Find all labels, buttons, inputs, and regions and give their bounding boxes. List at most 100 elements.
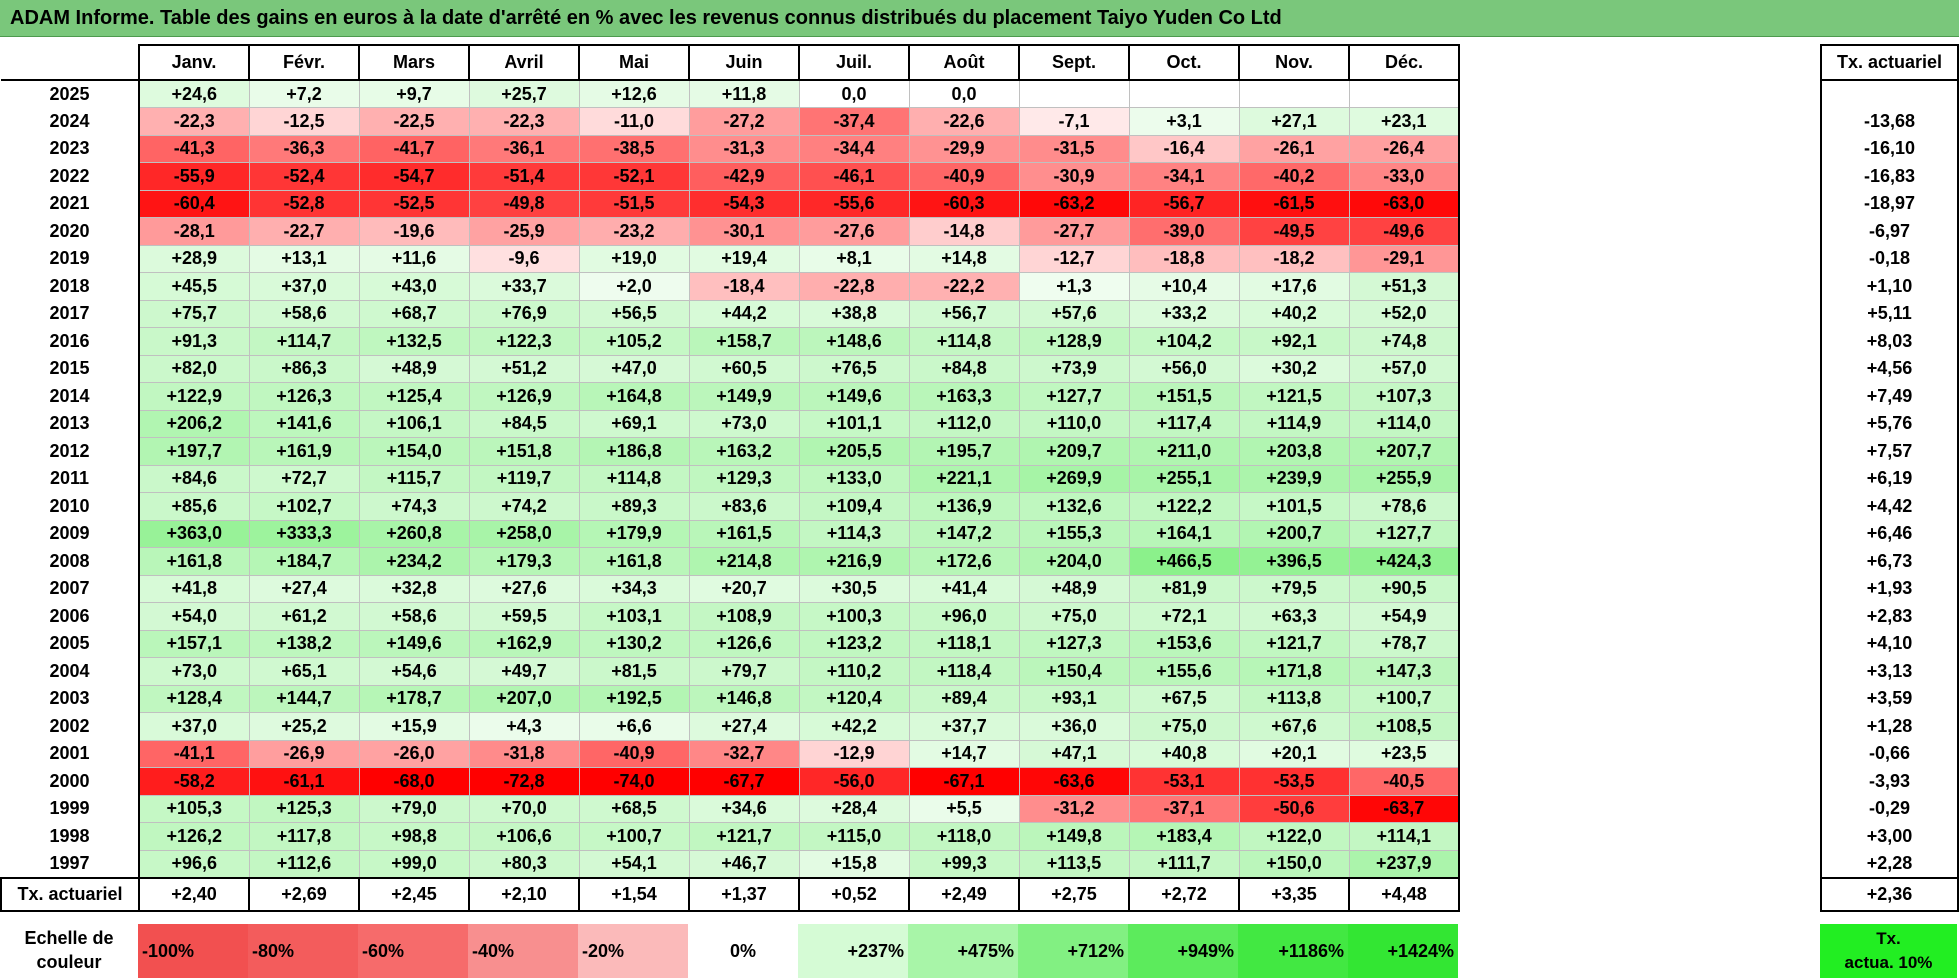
gain-cell: +466,5 bbox=[1128, 547, 1240, 576]
gain-cell: +118,4 bbox=[908, 657, 1020, 686]
gain-cell: +101,1 bbox=[798, 409, 910, 438]
table-row: 2001 -41,1 -26,9 -26,0 -31,8 -40,9 -32,7 -12,9 +… bbox=[1, 739, 1460, 768]
table-row: 2017 +75,7 +58,6 +68,7 +76,9 +56,5 +44,2 +38,8 +… bbox=[1, 299, 1460, 328]
gain-cell: -11,0 bbox=[578, 107, 690, 136]
tx-value: -6,97 bbox=[1820, 217, 1959, 245]
gain-cell: +129,3 bbox=[688, 464, 800, 493]
gain-cell: +144,7 bbox=[248, 684, 360, 713]
tx-value: +4,56 bbox=[1820, 355, 1959, 383]
gain-cell: +195,7 bbox=[908, 437, 1020, 466]
month-header: Juil. bbox=[798, 44, 910, 81]
gain-cell: +125,4 bbox=[358, 382, 470, 411]
gain-cell: -49,8 bbox=[468, 189, 580, 218]
footer-label: Tx. actuariel bbox=[0, 876, 140, 912]
gain-cell: +258,0 bbox=[468, 519, 580, 548]
gain-cell: +209,7 bbox=[1018, 437, 1130, 466]
gain-cell: -56,0 bbox=[798, 767, 910, 796]
gain-cell: +155,3 bbox=[1018, 519, 1130, 548]
gain-cell: +54,9 bbox=[1348, 602, 1460, 631]
legend-swatch: -20% bbox=[578, 924, 688, 978]
footer-value: +2,49 bbox=[908, 876, 1020, 912]
gain-cell: +234,2 bbox=[358, 547, 470, 576]
year-label: 2016 bbox=[1, 327, 140, 355]
gain-cell: +84,5 bbox=[468, 409, 580, 438]
year-label: 2018 bbox=[1, 272, 140, 300]
gain-cell: +19,0 bbox=[578, 244, 690, 273]
gain-cell: -54,3 bbox=[688, 189, 800, 218]
footer-value: +2,40 bbox=[138, 876, 250, 912]
gain-cell: +127,7 bbox=[1348, 519, 1460, 548]
gain-cell: +11,8 bbox=[688, 79, 800, 108]
gain-cell: +114,8 bbox=[578, 464, 690, 493]
gain-cell: -72,8 bbox=[468, 767, 580, 796]
gain-cell: +117,4 bbox=[1128, 409, 1240, 438]
gain-cell: +84,8 bbox=[908, 354, 1020, 383]
year-label: 2025 bbox=[1, 79, 140, 108]
gain-cell: -36,3 bbox=[248, 134, 360, 163]
gain-cell: +396,5 bbox=[1238, 547, 1350, 576]
gain-cell: +76,9 bbox=[468, 299, 580, 328]
gain-cell: +100,7 bbox=[1348, 684, 1460, 713]
gain-cell: +107,3 bbox=[1348, 382, 1460, 411]
gain-cell: -68,0 bbox=[358, 767, 470, 796]
year-label: 2022 bbox=[1, 162, 140, 190]
gain-cell: +10,4 bbox=[1128, 272, 1240, 301]
gain-cell: +113,8 bbox=[1238, 684, 1350, 713]
gain-cell: +149,8 bbox=[1018, 822, 1130, 851]
gain-cell: +161,5 bbox=[688, 519, 800, 548]
tx-value bbox=[1820, 79, 1959, 108]
gain-cell: -19,6 bbox=[358, 217, 470, 246]
legend-swatch: +949% bbox=[1128, 924, 1238, 978]
gain-cell: -30,9 bbox=[1018, 162, 1130, 191]
footer-value: +4,48 bbox=[1348, 876, 1460, 912]
title-bar: ADAM Informe. Table des gains en euros à… bbox=[0, 0, 1959, 37]
gain-cell: +58,6 bbox=[248, 299, 360, 328]
gain-cell: -51,4 bbox=[468, 162, 580, 191]
gain-cell: -31,5 bbox=[1018, 134, 1130, 163]
gain-cell: +179,9 bbox=[578, 519, 690, 548]
gain-cell: +89,4 bbox=[908, 684, 1020, 713]
gain-cell: +178,7 bbox=[358, 684, 470, 713]
gain-cell: -22,7 bbox=[248, 217, 360, 246]
year-label: 2008 bbox=[1, 547, 140, 575]
gain-cell: -51,5 bbox=[578, 189, 690, 218]
gain-cell: +20,1 bbox=[1238, 739, 1350, 768]
gain-cell: +28,9 bbox=[138, 244, 250, 273]
gain-cell: +204,0 bbox=[1018, 547, 1130, 576]
gain-cell: +90,5 bbox=[1348, 574, 1460, 603]
gain-cell: -41,3 bbox=[138, 134, 250, 163]
gain-cell: +161,9 bbox=[248, 437, 360, 466]
gain-cell: +36,0 bbox=[1018, 712, 1130, 741]
gain-cell: +203,8 bbox=[1238, 437, 1350, 466]
tx-value: +7,57 bbox=[1820, 437, 1959, 465]
month-header: Janv. bbox=[138, 44, 250, 81]
gain-cell: +121,7 bbox=[688, 822, 800, 851]
gain-cell: +33,2 bbox=[1128, 299, 1240, 328]
table-row: 2002 +37,0 +25,2 +15,9 +4,3 +6,6 +27,4 +42,2 +37… bbox=[1, 712, 1460, 741]
gain-cell: +200,7 bbox=[1238, 519, 1350, 548]
gain-cell: -49,6 bbox=[1348, 217, 1460, 246]
gain-cell: +205,5 bbox=[798, 437, 910, 466]
gain-cell: -67,1 bbox=[908, 767, 1020, 796]
gain-cell: +122,3 bbox=[468, 327, 580, 356]
table-row: 2022 -55,9 -52,4 -54,7 -51,4 -52,1 -42,9 -46,1-… bbox=[1, 162, 1460, 191]
gain-cell: -52,1 bbox=[578, 162, 690, 191]
tx-value: +6,73 bbox=[1820, 547, 1959, 575]
gain-cell: -22,6 bbox=[908, 107, 1020, 136]
gain-cell: +40,2 bbox=[1238, 299, 1350, 328]
tx-value: +2,28 bbox=[1820, 850, 1959, 879]
gain-cell: +149,9 bbox=[688, 382, 800, 411]
gain-cell: -18,2 bbox=[1238, 244, 1350, 273]
gain-cell: +186,8 bbox=[578, 437, 690, 466]
legend-actua-line2: actua. 10% bbox=[1844, 953, 1933, 972]
gain-cell: +69,1 bbox=[578, 409, 690, 438]
gain-cell: -63,6 bbox=[1018, 767, 1130, 796]
color-legend: Echelle de couleur -100% -80% -60% -40% -20%… bbox=[0, 924, 1959, 978]
gain-cell: +138,2 bbox=[248, 629, 360, 658]
tx-value: +4,10 bbox=[1820, 630, 1959, 658]
gains-table: Janv. Févr. Mars Avril Mai Juin Juil. Août Sept.… bbox=[0, 44, 1460, 912]
legend-swatch: +475% bbox=[908, 924, 1018, 978]
year-label: 2021 bbox=[1, 190, 140, 218]
gain-cell: -40,2 bbox=[1238, 162, 1350, 191]
table-row: 2011 +84,6 +72,7 +115,7 +119,7 +114,8 +129,3 +1… bbox=[1, 464, 1460, 493]
